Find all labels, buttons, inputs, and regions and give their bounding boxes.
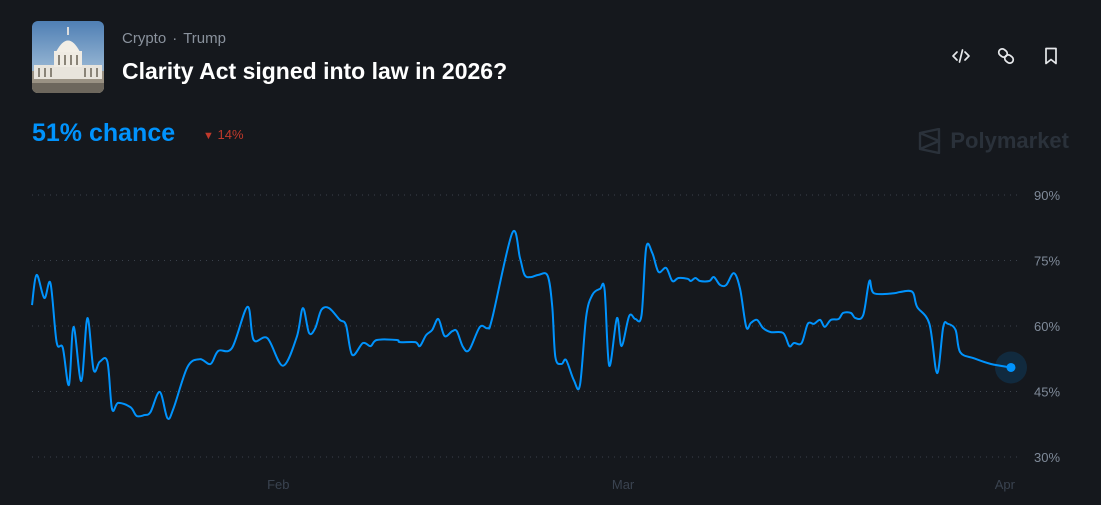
bookmark-button[interactable] xyxy=(1041,46,1061,66)
polymarket-logo-icon xyxy=(919,128,941,154)
series-line xyxy=(31,229,1012,420)
embed-button[interactable] xyxy=(951,46,971,66)
chance-value: 51% chance xyxy=(32,119,176,147)
y-tick-label: 45% xyxy=(1034,385,1060,400)
category-link[interactable]: Trump xyxy=(183,30,226,47)
code-icon xyxy=(952,49,970,63)
y-tick-label: 90% xyxy=(1034,188,1060,203)
triangle-down-icon: ▼ xyxy=(203,130,214,142)
y-tick-label: 30% xyxy=(1034,450,1060,465)
change-indicator: ▼ 14% xyxy=(203,127,244,142)
page-title: Clarity Act signed into law in 2026? xyxy=(122,58,508,84)
x-tick-label: Feb xyxy=(267,477,289,492)
y-tick-label: 75% xyxy=(1034,254,1060,269)
bookmark-icon xyxy=(1045,47,1057,65)
x-tick-label: Mar xyxy=(612,477,635,492)
brand-name: Polymarket xyxy=(950,128,1069,153)
market-image xyxy=(32,21,104,93)
change-value: 14% xyxy=(217,127,244,142)
copy-link-button[interactable] xyxy=(996,46,1016,66)
category-link[interactable]: Crypto xyxy=(122,30,167,47)
current-point-marker xyxy=(1006,362,1016,372)
polymarket-logo: Polymarket xyxy=(918,128,1069,154)
action-buttons xyxy=(951,46,1061,66)
separator: · xyxy=(172,30,178,47)
breadcrumb: Crypto · Trump xyxy=(122,30,226,47)
x-tick-label: Apr xyxy=(995,477,1016,492)
y-tick-label: 60% xyxy=(1034,319,1060,334)
link-icon xyxy=(997,48,1015,64)
capitol-building-image xyxy=(32,27,104,93)
